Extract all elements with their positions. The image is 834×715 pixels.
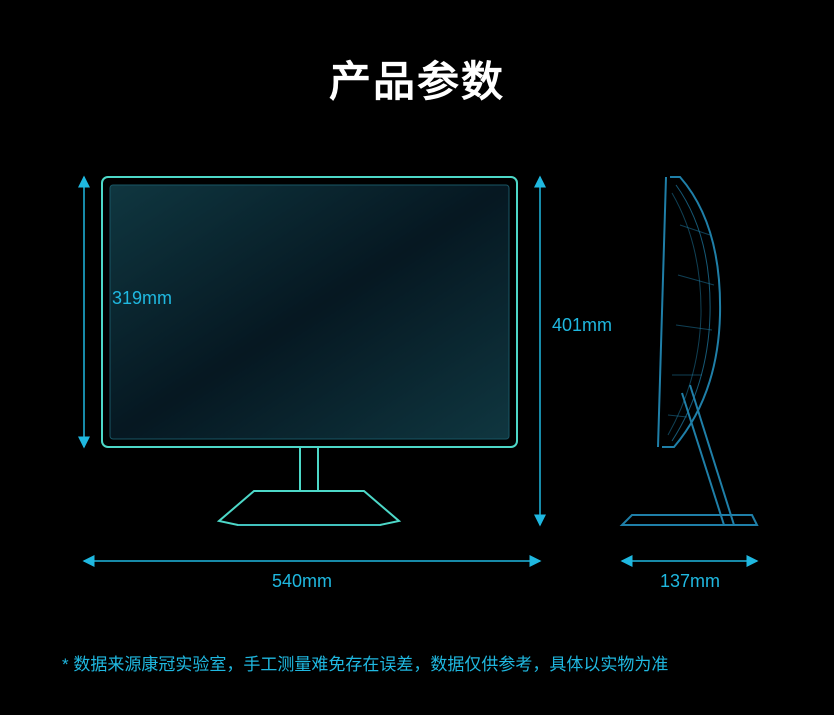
label-total-height: 401mm [552, 315, 612, 336]
front-stand-base [219, 491, 399, 525]
label-width: 540mm [272, 571, 332, 592]
front-screen-inner [110, 185, 509, 439]
dimension-svg [62, 165, 772, 595]
page-title: 产品参数 [0, 48, 834, 109]
product-dimension-diagram: 319mm 401mm 540mm 137mm [62, 165, 772, 595]
side-view [622, 177, 757, 525]
label-depth: 137mm [660, 571, 720, 592]
front-stand-neck [300, 447, 318, 491]
footnote: * 数据来源康冠实验室，手工测量难免存在误差，数据仅供参考，具体以实物为准 [62, 650, 668, 675]
label-screen-height: 319mm [112, 288, 172, 309]
